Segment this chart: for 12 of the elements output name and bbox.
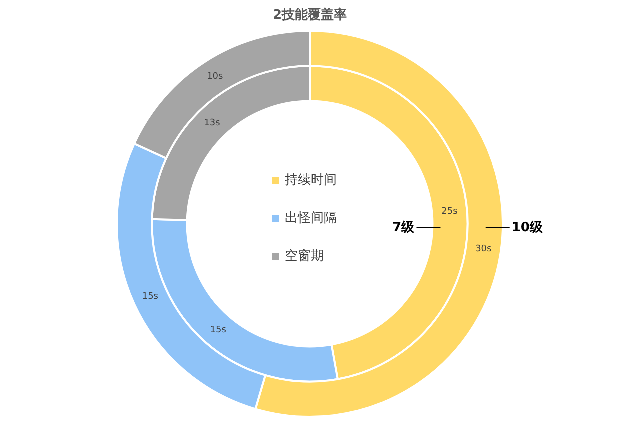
data-label: 30s [476,244,492,254]
legend-label: 空窗期 [285,248,324,265]
slice-label: 7级 [392,220,416,236]
legend-label: 持续时间 [285,172,337,189]
chart-title: 2技能覆盖率 [272,6,348,24]
legend-label: 出怪间隔 [285,210,337,227]
data-label: 10s [207,72,224,82]
data-label: 25s [442,206,458,217]
data-label: 15s [210,326,227,336]
slice-label: 10级 [512,220,544,236]
data-label: 13s [204,118,221,129]
data-label: 15s [142,292,159,302]
